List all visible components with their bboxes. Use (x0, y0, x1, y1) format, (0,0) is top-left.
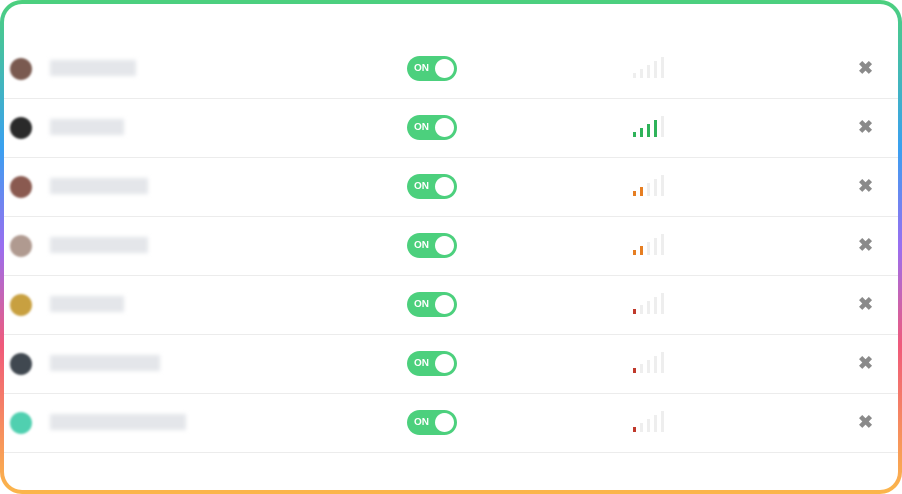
signal-bar (633, 427, 636, 432)
toggle-knob (435, 118, 454, 137)
avatar (10, 353, 32, 375)
signal-strength-icon (633, 115, 669, 137)
signal-bar (661, 234, 664, 255)
signal-bar (640, 364, 643, 373)
on-toggle[interactable]: ON (407, 292, 457, 317)
signal-bar (654, 238, 657, 255)
toggle-label: ON (414, 358, 429, 369)
toggle-label: ON (414, 122, 429, 133)
user-name-blurred (50, 355, 160, 371)
close-icon[interactable]: ✖ (858, 176, 874, 196)
avatar (10, 294, 32, 316)
user-row: ON ✖ (4, 40, 898, 99)
close-icon[interactable]: ✖ (858, 117, 874, 137)
close-icon[interactable]: ✖ (858, 353, 874, 373)
on-toggle[interactable]: ON (407, 410, 457, 435)
signal-bar (640, 69, 643, 78)
signal-bar (640, 246, 643, 255)
toggle-knob (435, 295, 454, 314)
signal-bar (661, 352, 664, 373)
on-toggle[interactable]: ON (407, 174, 457, 199)
signal-bar (633, 309, 636, 314)
toggle-knob (435, 59, 454, 78)
avatar (10, 117, 32, 139)
toggle-label: ON (414, 240, 429, 251)
signal-bar (654, 179, 657, 196)
signal-bar (640, 187, 643, 196)
user-name-blurred (50, 60, 136, 76)
user-name-blurred (50, 178, 148, 194)
signal-strength-icon (633, 56, 669, 78)
signal-bar (633, 132, 636, 137)
signal-bar (661, 57, 664, 78)
user-row: ON ✖ (4, 276, 898, 335)
signal-bar (661, 293, 664, 314)
signal-bar (647, 65, 650, 78)
signal-bar (647, 242, 650, 255)
toggle-label: ON (414, 299, 429, 310)
signal-bar (640, 305, 643, 314)
toggle-label: ON (414, 417, 429, 428)
user-row: ON ✖ (4, 158, 898, 217)
signal-bar (647, 301, 650, 314)
user-row: ON ✖ (4, 394, 898, 453)
signal-bar (640, 128, 643, 137)
toggle-knob (435, 413, 454, 432)
signal-strength-icon (633, 351, 669, 373)
avatar (10, 235, 32, 257)
signal-bar (647, 360, 650, 373)
close-icon[interactable]: ✖ (858, 412, 874, 432)
signal-strength-icon (633, 292, 669, 314)
avatar (10, 412, 32, 434)
signal-bar (654, 120, 657, 137)
signal-bar (633, 250, 636, 255)
avatar (10, 176, 32, 198)
signal-bar (647, 419, 650, 432)
close-icon[interactable]: ✖ (858, 294, 874, 314)
toggle-label: ON (414, 181, 429, 192)
signal-bar (654, 356, 657, 373)
close-icon[interactable]: ✖ (858, 58, 874, 78)
signal-bar (654, 61, 657, 78)
signal-bar (633, 73, 636, 78)
toggle-label: ON (414, 63, 429, 74)
user-row: ON ✖ (4, 335, 898, 394)
toggle-knob (435, 354, 454, 373)
avatar (10, 58, 32, 80)
user-row: ON ✖ (4, 217, 898, 276)
toggle-knob (435, 177, 454, 196)
on-toggle[interactable]: ON (407, 233, 457, 258)
signal-strength-icon (633, 410, 669, 432)
signal-bar (661, 411, 664, 432)
signal-strength-icon (633, 174, 669, 196)
signal-bar (654, 415, 657, 432)
signal-bar (647, 124, 650, 137)
signal-strength-icon (633, 233, 669, 255)
on-toggle[interactable]: ON (407, 351, 457, 376)
user-name-blurred (50, 237, 148, 253)
signal-bar (647, 183, 650, 196)
user-list: ON ✖ ON ✖ ON ✖ ON ✖ ON ✖ ON ✖ ON ✖ (4, 4, 898, 490)
on-toggle[interactable]: ON (407, 115, 457, 140)
user-name-blurred (50, 119, 124, 135)
user-row: ON ✖ (4, 99, 898, 158)
signal-bar (633, 368, 636, 373)
close-icon[interactable]: ✖ (858, 235, 874, 255)
user-name-blurred (50, 414, 186, 430)
signal-bar (661, 175, 664, 196)
signal-bar (654, 297, 657, 314)
signal-bar (633, 191, 636, 196)
toggle-knob (435, 236, 454, 255)
signal-bar (661, 116, 664, 137)
signal-bar (640, 423, 643, 432)
user-name-blurred (50, 296, 124, 312)
on-toggle[interactable]: ON (407, 56, 457, 81)
